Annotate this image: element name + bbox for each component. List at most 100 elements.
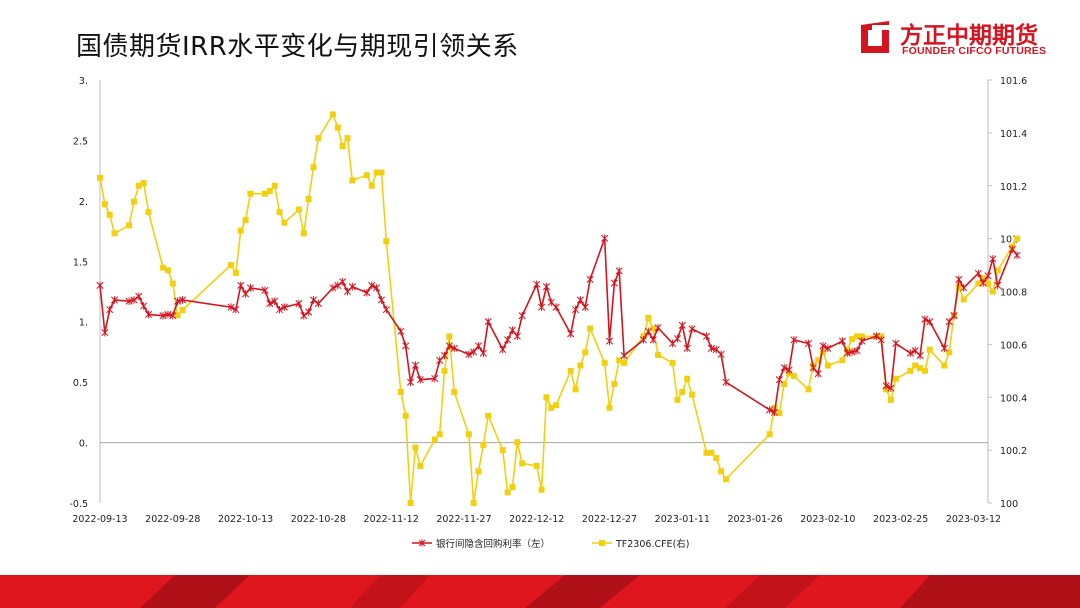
tf2306-point — [247, 190, 254, 197]
tf2306-point — [334, 124, 341, 131]
tf2306-point — [926, 346, 933, 353]
irr-point — [1008, 245, 1016, 253]
tf2306-point — [271, 182, 278, 189]
irr-point — [620, 351, 628, 360]
tf2306-point — [397, 388, 404, 395]
y-right-tick-label: 101.2 — [1000, 182, 1027, 193]
irr-point — [178, 296, 187, 304]
tf2306-point — [383, 238, 390, 245]
tf2306-point — [135, 182, 142, 189]
irr-point — [440, 351, 449, 360]
y-right-tick-label: 101.4 — [1000, 129, 1027, 140]
irr-point — [955, 275, 963, 284]
tf2306-point — [582, 349, 589, 356]
irr-point — [261, 286, 269, 295]
irr-point — [916, 351, 924, 360]
irr-point — [382, 305, 390, 314]
irr-point — [906, 349, 914, 357]
irr-point — [838, 337, 846, 345]
irr-point — [639, 336, 648, 344]
tf2306-point — [106, 211, 113, 218]
tf2306-point — [824, 362, 831, 369]
tf2306-point — [232, 269, 239, 276]
tf2306-point — [839, 357, 846, 364]
tf2306-point — [417, 462, 424, 469]
irr-point — [678, 321, 686, 330]
irr-point — [610, 279, 618, 287]
tf2306-point — [921, 367, 928, 374]
tf2306-point — [480, 441, 487, 448]
irr-point — [135, 292, 143, 301]
tf2306-point — [126, 222, 133, 229]
legend-tf2306-swatch-marker — [599, 540, 605, 546]
tf2306-point — [892, 375, 899, 382]
y-left-tick-label: 0. — [79, 439, 88, 450]
series-irr — [96, 234, 1021, 417]
irr-point — [858, 337, 866, 345]
irr-point — [673, 334, 681, 343]
tf2306-point — [242, 217, 249, 224]
tf2306-point — [858, 333, 865, 340]
tf2306-point — [548, 404, 555, 411]
tf2306-point — [101, 201, 108, 208]
tf2306-point — [815, 357, 822, 364]
tf2306-point — [446, 333, 453, 340]
irr-point — [101, 328, 109, 337]
irr-point — [989, 255, 997, 263]
irr-point — [242, 290, 250, 298]
tf2306-point — [509, 484, 516, 491]
tf2306-point — [912, 362, 919, 369]
tf2306-point — [587, 325, 594, 332]
irr-point — [499, 345, 507, 354]
tf2306-point — [402, 412, 409, 419]
irr-point — [227, 303, 235, 312]
tf2306-point — [790, 373, 797, 380]
irr-point — [538, 303, 546, 312]
tf2306-point — [412, 444, 419, 451]
irr-point — [994, 281, 1002, 290]
irr-point — [940, 344, 948, 353]
tf2306-point — [684, 375, 691, 382]
irr-point — [407, 378, 415, 386]
irr-point — [96, 281, 104, 290]
irr-point — [887, 384, 895, 392]
tf2306-point — [960, 296, 967, 303]
irr-point — [484, 317, 492, 326]
irr-point — [130, 296, 138, 304]
tf2306-point — [300, 230, 307, 237]
logo-mark-icon — [861, 21, 889, 53]
tf2306-point — [349, 177, 356, 184]
tf2306-point — [975, 280, 982, 287]
irr-point — [814, 369, 822, 378]
irr-point — [766, 406, 774, 414]
y-right-tick-label: 101 — [1000, 235, 1018, 246]
irr-point — [329, 284, 337, 292]
tf2306-point — [407, 500, 414, 506]
tf2306-point — [237, 227, 244, 234]
tf2306-point — [543, 394, 550, 401]
slide-title: 国债期货IRR水平变化与期现引领关系 — [76, 32, 519, 62]
irr-point — [780, 363, 788, 372]
tf2306-point — [305, 195, 312, 202]
tf2306-point — [475, 468, 482, 475]
tf2306-point — [655, 351, 662, 358]
tf2306-point — [451, 388, 458, 395]
irr-point — [984, 271, 992, 280]
irr-point — [232, 305, 240, 314]
tf2306-point — [164, 267, 171, 274]
tf2306-point — [572, 386, 579, 393]
tf2306-point — [567, 367, 574, 374]
tf2306-point — [980, 275, 987, 282]
irr-point — [785, 366, 793, 374]
tf2306-point — [722, 476, 729, 483]
irr-point — [722, 378, 730, 386]
footer-band — [0, 575, 1080, 608]
y-right-tick-label: 100.8 — [1000, 288, 1027, 299]
irr-point — [683, 344, 691, 353]
irr-point — [368, 281, 376, 290]
irr-point — [314, 299, 322, 308]
irr-point — [271, 297, 279, 305]
tf2306-point — [820, 349, 827, 356]
irr-point — [106, 305, 114, 314]
irr-point — [804, 339, 813, 348]
